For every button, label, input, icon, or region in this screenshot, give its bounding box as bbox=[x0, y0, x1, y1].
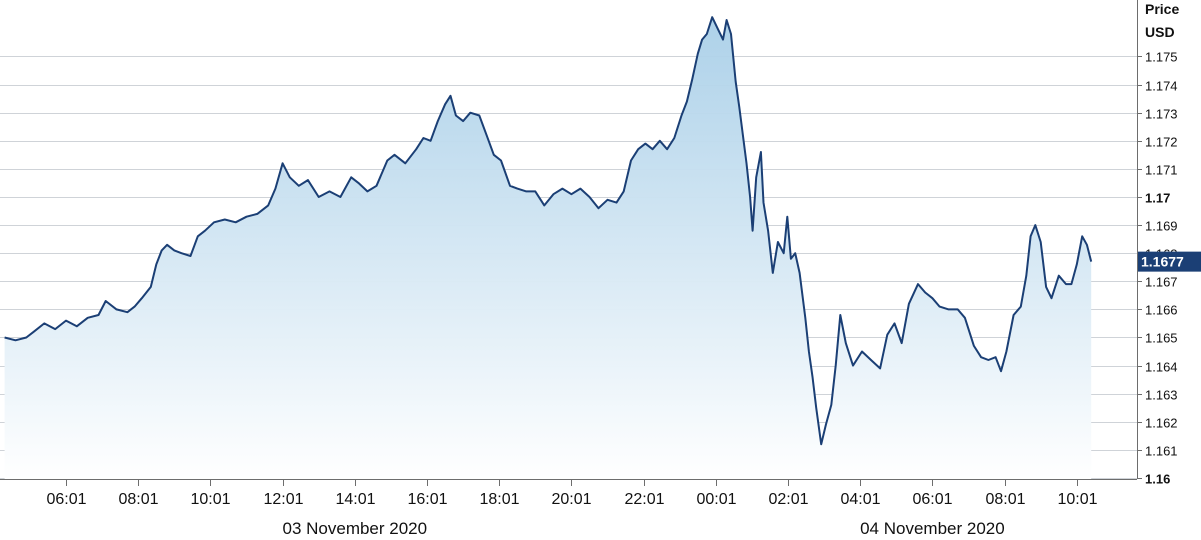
x-tick-label: 08:01 bbox=[118, 491, 158, 508]
y-tick-label: 1.164 bbox=[1145, 360, 1178, 375]
y-axis-ticks: 1.16 1.161 1.162 1.163 1.164 1.165 1.166 1.167 1… bbox=[1137, 50, 1178, 487]
date-label: 03 November 2020 bbox=[283, 519, 428, 538]
x-tick-label: 08:01 bbox=[985, 491, 1025, 508]
x-tick-label: 10:01 bbox=[190, 491, 230, 508]
x-tick-label: 10:01 bbox=[1057, 491, 1097, 508]
x-tick-label: 16:01 bbox=[407, 491, 447, 508]
y-axis-title-currency: USD bbox=[1145, 24, 1175, 40]
y-axis-title-price: Price bbox=[1145, 1, 1179, 17]
last-price-value: 1.1677 bbox=[1141, 254, 1184, 270]
y-tick-label: 1.16 bbox=[1145, 472, 1170, 487]
y-tick-label: 1.175 bbox=[1145, 50, 1178, 65]
y-tick-label: 1.161 bbox=[1145, 444, 1178, 459]
x-tick-label: 06:01 bbox=[46, 491, 86, 508]
x-tick-label: 14:01 bbox=[335, 491, 375, 508]
y-tick-label: 1.167 bbox=[1145, 275, 1178, 290]
x-axis-ticks: 06:01 08:01 10:01 12:01 14:01 16:01 18:01 20:01… bbox=[46, 479, 1098, 508]
y-tick-label: 1.166 bbox=[1145, 303, 1178, 318]
date-label: 04 November 2020 bbox=[860, 519, 1005, 538]
y-tick-label: 1.172 bbox=[1145, 135, 1178, 150]
x-tick-label: 18:01 bbox=[479, 491, 519, 508]
price-line bbox=[4, 16, 1093, 446]
date-labels: 03 November 2020 04 November 2020 bbox=[283, 519, 1005, 538]
x-tick-label: 12:01 bbox=[263, 491, 303, 508]
y-tick-label: 1.165 bbox=[1145, 331, 1178, 346]
x-tick-label: 06:01 bbox=[912, 491, 952, 508]
last-price-box bbox=[1138, 251, 1201, 272]
x-tick-label: 22:01 bbox=[624, 491, 664, 508]
x-tick-label: 00:01 bbox=[696, 491, 736, 508]
y-tick-label: 1.173 bbox=[1145, 107, 1178, 122]
y-tick-label: 1.17 bbox=[1145, 191, 1170, 206]
y-tick-label: 1.174 bbox=[1145, 79, 1178, 94]
last-price-tag: 1.1677 bbox=[1138, 251, 1201, 272]
y-tick-label: 1.169 bbox=[1145, 219, 1178, 234]
y-tick-label: 1.163 bbox=[1145, 388, 1178, 403]
x-tick-label: 02:01 bbox=[768, 491, 808, 508]
x-tick-label: 20:01 bbox=[551, 491, 591, 508]
y-tick-label: 1.171 bbox=[1145, 163, 1178, 178]
price-area bbox=[4, 17, 1092, 479]
y-tick-label: 1.162 bbox=[1145, 416, 1178, 431]
x-tick-label: 04:01 bbox=[840, 491, 880, 508]
